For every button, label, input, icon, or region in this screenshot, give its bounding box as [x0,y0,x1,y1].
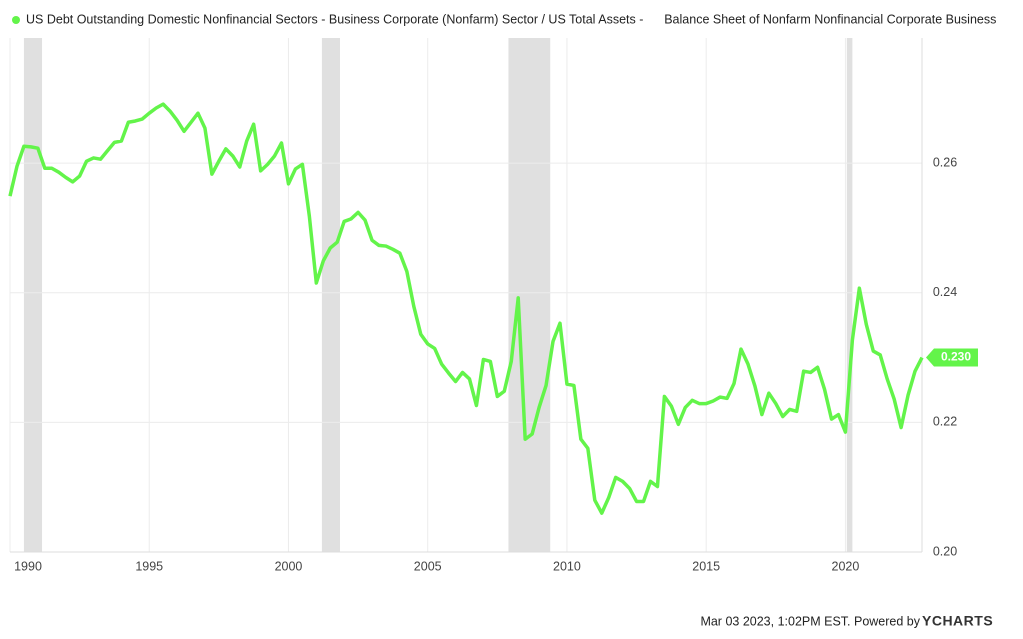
x-tick-label: 1990 [14,559,42,573]
value-badge [926,348,978,367]
recession-band [321,38,340,552]
footer: Mar 03 2023, 1:02PM EST. Powered by [700,614,920,628]
x-tick-label: 2020 [832,559,860,573]
data-line [8,102,924,515]
x-tick-label: 2000 [275,559,303,573]
x-tick-label: 2015 [692,559,720,573]
legend-entry: US Debt Outstanding Domestic Nonfinancia… [26,12,996,26]
recession-band [23,38,43,552]
x-tick-label: 2005 [414,559,442,573]
legend-marker [12,16,20,24]
value-label: 0.230 [941,350,971,364]
x-tick-label: 1995 [135,559,163,573]
recession-band [846,38,853,552]
x-tick-label: 2010 [553,559,581,573]
recession-band [508,38,551,552]
y-tick-label: 0.22 [933,415,957,429]
y-tick-label: 0.26 [933,155,957,169]
y-tick-label: 0.24 [933,285,957,299]
plot [8,38,924,553]
brand: YCHARTS [922,613,993,629]
y-tick-label: 0.20 [933,544,957,558]
